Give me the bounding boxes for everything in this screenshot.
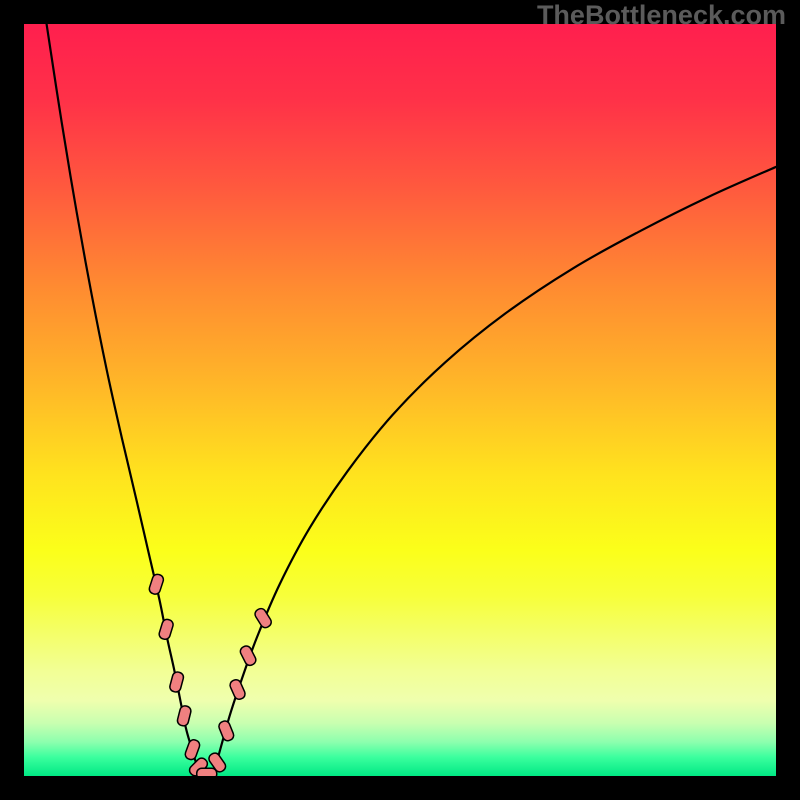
curve-marker <box>197 768 217 776</box>
chart-plot-area <box>24 24 776 776</box>
watermark-text: TheBottleneck.com <box>537 0 786 31</box>
gradient-background <box>24 24 776 776</box>
chart-svg <box>24 24 776 776</box>
